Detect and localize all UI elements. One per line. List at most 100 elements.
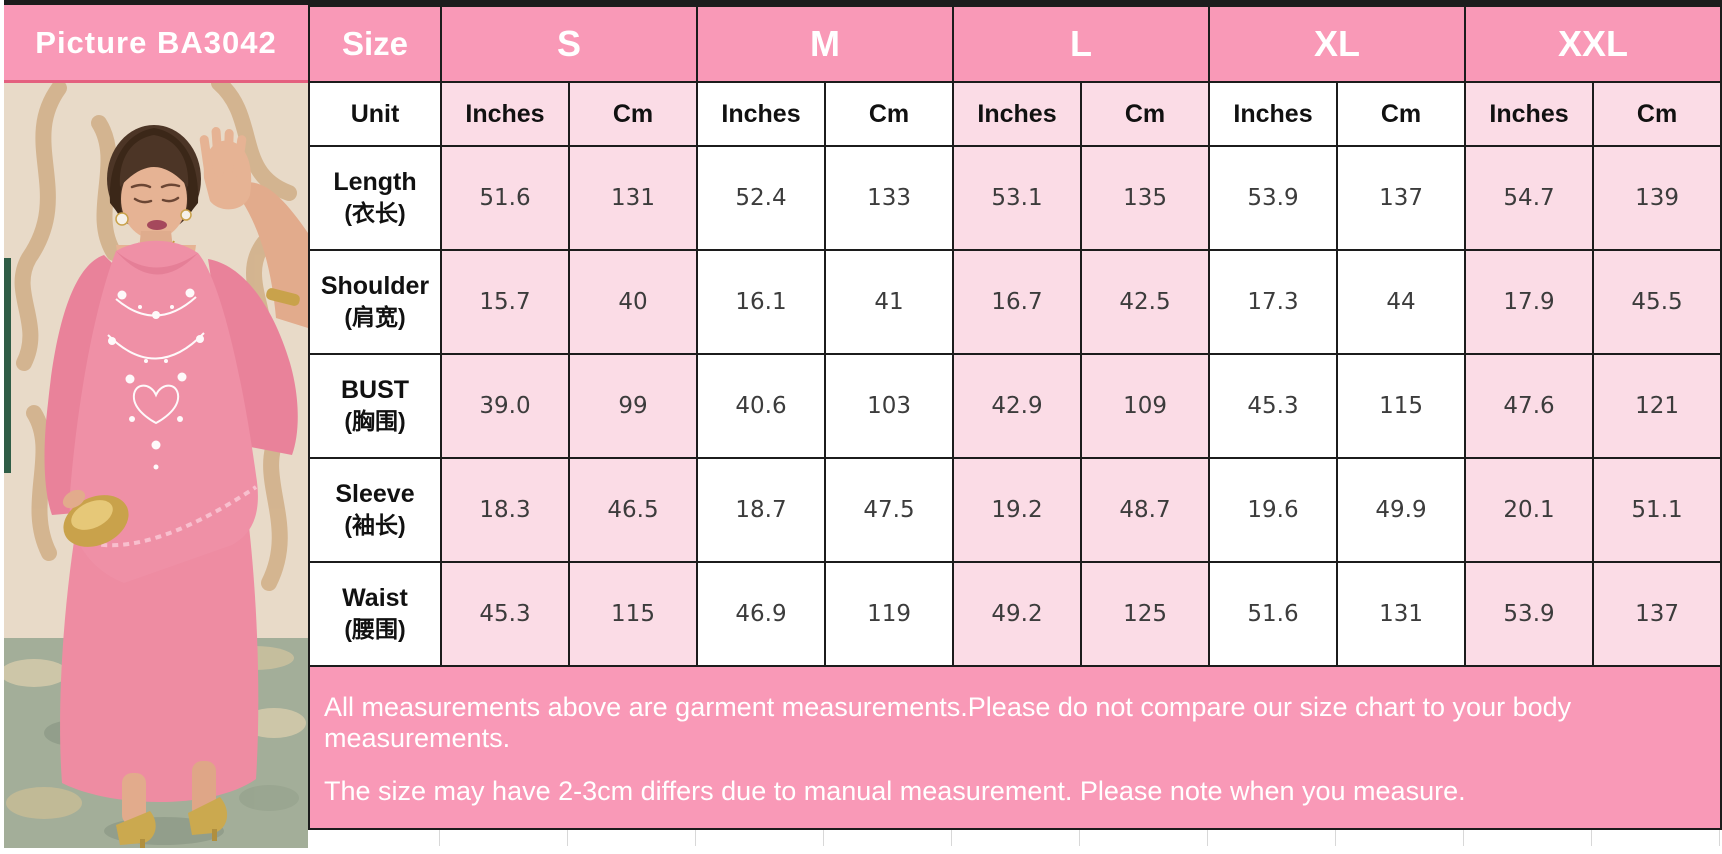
value-cell: 119 <box>824 561 955 667</box>
value-cell: 131 <box>567 145 699 251</box>
table-row-waist: Waist (腰围) 45.3 115 46.9 119 49.2 125 51… <box>308 561 1722 667</box>
value-cell: 47.5 <box>824 457 955 563</box>
unit-cell: Inches <box>1208 81 1339 147</box>
value-cell: 17.9 <box>1464 249 1595 355</box>
raised-forearm <box>242 182 308 328</box>
unit-cell: Inches <box>440 81 570 147</box>
value-cell: 51.6 <box>1208 561 1339 667</box>
picture-header: Picture BA3042 <box>4 5 308 83</box>
value-cell: 16.1 <box>696 249 827 355</box>
value-cell: 109 <box>1080 353 1211 459</box>
green-edge-object <box>4 258 11 473</box>
value-cell: 49.9 <box>1336 457 1467 563</box>
value-cell: 41 <box>824 249 955 355</box>
row-label: Waist (腰围) <box>308 561 442 667</box>
value-cell: 42.5 <box>1080 249 1211 355</box>
model-photo-illustration <box>4 83 308 848</box>
value-cell: 16.7 <box>952 249 1083 355</box>
value-cell: 20.1 <box>1464 457 1595 563</box>
value-cell: 46.5 <box>567 457 699 563</box>
row-label: Length (衣长) <box>308 145 442 251</box>
face <box>121 159 187 239</box>
unit-cell: Cm <box>824 81 955 147</box>
value-cell: 54.7 <box>1464 145 1595 251</box>
size-table: Size S M L XL XXL Unit Inches Cm Inches … <box>308 5 1722 667</box>
value-cell: 137 <box>1336 145 1467 251</box>
value-cell: 17.3 <box>1208 249 1339 355</box>
measurement-notes: All measurements above are garment measu… <box>308 667 1722 830</box>
value-cell: 131 <box>1336 561 1467 667</box>
value-cell: 115 <box>1336 353 1467 459</box>
value-cell: 18.7 <box>696 457 827 563</box>
value-cell: 46.9 <box>696 561 827 667</box>
note-line-2: The size may have 2-3cm differs due to m… <box>324 776 1466 806</box>
value-cell: 125 <box>1080 561 1211 667</box>
left-hand <box>62 489 86 509</box>
legs-and-heels <box>116 761 228 848</box>
value-cell: 115 <box>567 561 699 667</box>
unit-cell: Inches <box>952 81 1083 147</box>
earrings <box>115 209 192 226</box>
value-cell: 42.9 <box>952 353 1083 459</box>
size-l-header: L <box>952 5 1211 83</box>
value-cell: 51.1 <box>1592 457 1722 563</box>
value-cell: 52.4 <box>696 145 827 251</box>
size-xxl-header: XXL <box>1464 5 1722 83</box>
gold-clutch <box>62 489 129 547</box>
product-photo <box>4 83 308 848</box>
value-cell: 133 <box>824 145 955 251</box>
value-cell: 18.3 <box>440 457 570 563</box>
unit-cell: Inches <box>696 81 827 147</box>
unit-row: Unit Inches Cm Inches Cm Inches Cm Inche… <box>308 81 1722 147</box>
value-cell: 44 <box>1336 249 1467 355</box>
unit-label: Unit <box>308 81 442 147</box>
unit-cell: Cm <box>1080 81 1211 147</box>
value-cell: 103 <box>824 353 955 459</box>
embroidery <box>107 288 205 470</box>
gold-bangle <box>266 288 300 306</box>
bottom-grid-strip <box>308 830 1722 846</box>
gold-heel-right <box>188 797 228 835</box>
size-s-header: S <box>439 5 699 83</box>
table-row-length: Length (衣长) 51.6 131 52.4 133 53.1 135 5… <box>308 145 1722 251</box>
value-cell: 53.9 <box>1208 145 1339 251</box>
value-cell: 135 <box>1080 145 1211 251</box>
row-label: BUST (胸围) <box>308 353 442 459</box>
value-cell: 39.0 <box>440 353 570 459</box>
table-row-bust: BUST (胸围) 39.0 99 40.6 103 42.9 109 45.3… <box>308 353 1722 459</box>
value-cell: 121 <box>1592 353 1722 459</box>
size-header-row: Size S M L XL XXL <box>308 5 1722 83</box>
raised-hand <box>199 127 252 210</box>
page-layout: Picture BA3042 <box>4 5 1722 854</box>
table-row-shoulder: Shoulder (肩宽) 15.7 40 16.1 41 16.7 42.5 … <box>308 249 1722 355</box>
value-cell: 19.6 <box>1208 457 1339 563</box>
note-line-1: All measurements above are garment measu… <box>324 692 1572 753</box>
value-cell: 48.7 <box>1080 457 1211 563</box>
value-cell: 47.6 <box>1464 353 1595 459</box>
unit-cell: Cm <box>1336 81 1467 147</box>
model <box>107 125 308 328</box>
row-label: Sleeve (袖长) <box>308 457 442 563</box>
value-cell: 99 <box>567 353 699 459</box>
top-divider <box>4 0 1722 5</box>
face-features <box>130 183 181 204</box>
size-table-column: Size S M L XL XXL Unit Inches Cm Inches … <box>308 5 1722 854</box>
size-header-label: Size <box>308 5 442 83</box>
value-cell: 139 <box>1592 145 1722 251</box>
value-cell: 51.6 <box>440 145 570 251</box>
value-cell: 53.1 <box>952 145 1083 251</box>
value-cell: 45.5 <box>1592 249 1722 355</box>
table-row-sleeve: Sleeve (袖长) 18.3 46.5 18.7 47.5 19.2 48.… <box>308 457 1722 563</box>
value-cell: 40 <box>567 249 699 355</box>
value-cell: 45.3 <box>440 561 570 667</box>
value-cell: 40.6 <box>696 353 827 459</box>
lips <box>147 220 167 230</box>
unit-cell: Cm <box>567 81 699 147</box>
value-cell: 15.7 <box>440 249 570 355</box>
unit-cell: Inches <box>1464 81 1595 147</box>
value-cell: 137 <box>1592 561 1722 667</box>
picture-column: Picture BA3042 <box>4 5 308 854</box>
unit-cell: Cm <box>1592 81 1722 147</box>
value-cell: 49.2 <box>952 561 1083 667</box>
